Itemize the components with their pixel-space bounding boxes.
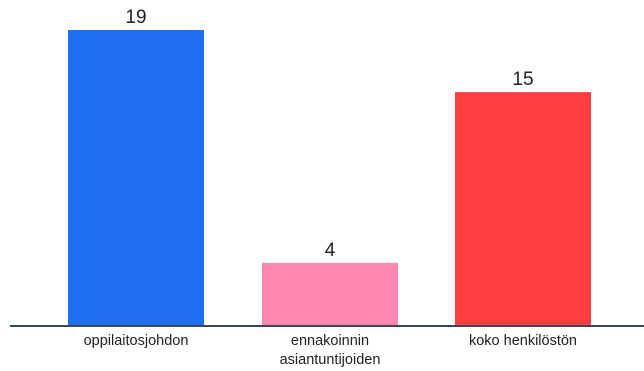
data-label-1: 19 (125, 7, 146, 28)
category-label-1-line-1: oppilaitosjohdon (84, 333, 189, 349)
bar-1 (68, 30, 204, 325)
data-label-3: 15 (512, 69, 533, 90)
category-label-2-line-2: asiantuntijoiden (280, 352, 381, 368)
bar-2 (262, 262, 398, 325)
data-label-2: 4 (325, 240, 336, 261)
category-label-2-line-1: ennakoinnin (291, 333, 369, 349)
category-label-3-line-1: koko henkilöstön (469, 333, 577, 349)
bar-3 (455, 92, 591, 326)
